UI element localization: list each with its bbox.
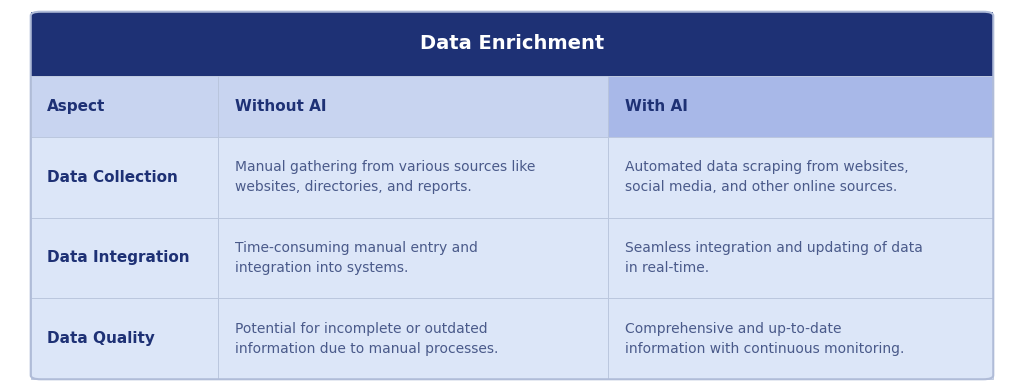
Text: Data Integration: Data Integration — [47, 251, 189, 265]
Text: Data Quality: Data Quality — [47, 331, 155, 346]
FancyBboxPatch shape — [218, 137, 608, 217]
Text: With AI: With AI — [625, 99, 687, 114]
Text: Without AI: Without AI — [234, 99, 327, 114]
FancyBboxPatch shape — [31, 137, 218, 217]
Text: Aspect: Aspect — [47, 99, 105, 114]
FancyBboxPatch shape — [608, 217, 993, 298]
FancyBboxPatch shape — [31, 76, 218, 137]
Text: Automated data scraping from websites,
social media, and other online sources.: Automated data scraping from websites, s… — [625, 160, 908, 194]
FancyBboxPatch shape — [608, 137, 993, 217]
Text: Potential for incomplete or outdated
information due to manual processes.: Potential for incomplete or outdated inf… — [234, 321, 499, 356]
FancyBboxPatch shape — [218, 76, 608, 137]
FancyBboxPatch shape — [31, 12, 993, 76]
Text: Time-consuming manual entry and
integration into systems.: Time-consuming manual entry and integrat… — [234, 241, 477, 275]
FancyBboxPatch shape — [31, 217, 218, 298]
FancyBboxPatch shape — [608, 76, 993, 137]
FancyBboxPatch shape — [31, 298, 218, 379]
FancyBboxPatch shape — [218, 298, 608, 379]
Text: Data Enrichment: Data Enrichment — [420, 34, 604, 54]
Text: Manual gathering from various sources like
websites, directories, and reports.: Manual gathering from various sources li… — [234, 160, 536, 194]
Text: Comprehensive and up-to-date
information with continuous monitoring.: Comprehensive and up-to-date information… — [625, 321, 904, 356]
Text: Seamless integration and updating of data
in real-time.: Seamless integration and updating of dat… — [625, 241, 923, 275]
Text: Data Collection: Data Collection — [47, 170, 178, 185]
FancyBboxPatch shape — [218, 217, 608, 298]
FancyBboxPatch shape — [608, 298, 993, 379]
